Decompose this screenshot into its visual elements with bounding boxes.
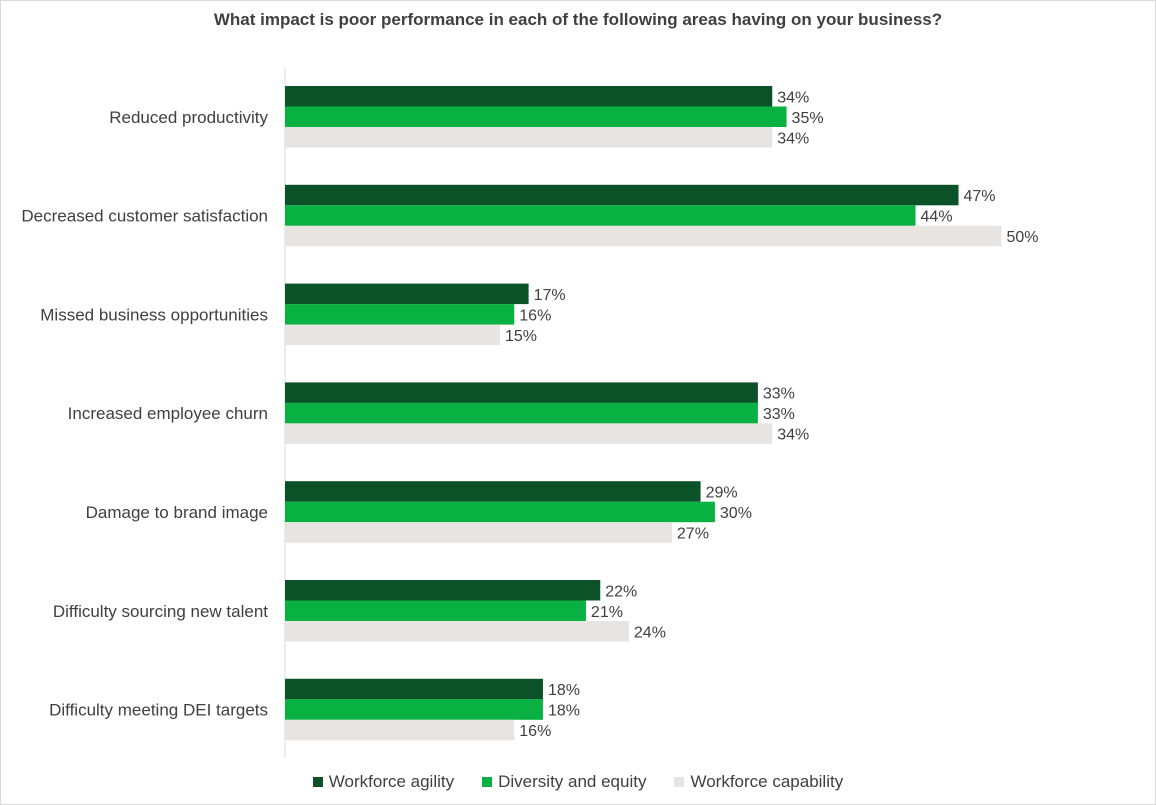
bar (285, 225, 1002, 247)
category-label: Difficulty meeting DEI targets (49, 701, 268, 720)
bar (285, 402, 758, 424)
data-label: 21% (591, 604, 623, 621)
bar (285, 127, 773, 148)
data-label: 15% (505, 328, 537, 345)
bar (285, 699, 543, 720)
data-label: 16% (519, 723, 551, 740)
legend: Workforce agility Diversity and equity Wor… (0, 772, 1156, 792)
bar (285, 719, 515, 741)
data-label: 47% (964, 188, 996, 205)
bar (285, 86, 773, 107)
bar (285, 304, 515, 325)
category-label: Missed business opportunities (40, 305, 268, 324)
category-label: Reduced productivity (109, 108, 268, 127)
bar (285, 522, 672, 543)
legend-label: Workforce capability (690, 772, 844, 791)
legend-swatch (674, 777, 685, 787)
data-label: 24% (634, 624, 666, 641)
bar (285, 423, 773, 444)
bar (285, 205, 916, 226)
legend-swatch (312, 777, 323, 787)
data-label: 18% (548, 703, 580, 720)
category-label: Decreased customer satisfaction (21, 207, 268, 226)
bar (285, 580, 601, 601)
legend-label: Workforce agility (328, 772, 455, 791)
data-label: 34% (777, 89, 809, 106)
bars-group (285, 86, 1002, 741)
legend-label: Diversity and equity (498, 772, 647, 791)
legend-item: Diversity and equity (482, 772, 646, 792)
data-label: 44% (921, 209, 953, 226)
legend-item: Workforce capability (674, 772, 843, 792)
legend-swatch (482, 777, 493, 787)
legend-item: Workforce agility (312, 772, 455, 792)
category-label: Difficulty sourcing new talent (53, 602, 268, 621)
bar (285, 600, 586, 621)
data-label: 18% (548, 682, 580, 699)
data-label: 35% (792, 110, 824, 127)
data-label: 29% (706, 484, 738, 501)
data-label: 30% (720, 505, 752, 522)
data-label: 22% (605, 583, 637, 600)
bar (285, 481, 701, 502)
bar (285, 678, 543, 700)
data-label: 16% (519, 307, 551, 324)
data-label: 27% (677, 525, 709, 542)
value-labels: 34% 35% 34% 47% 44% 50% 17% 16% 15% 33% 33% 34% 29% 3… (505, 89, 1039, 740)
bar (285, 106, 787, 127)
data-label: 17% (534, 287, 566, 304)
chart-title: What impact is poor performance in each … (213, 10, 943, 29)
category-label: Damage to brand image (86, 503, 268, 522)
data-label: 34% (777, 130, 809, 147)
data-label: 33% (763, 386, 795, 403)
bar (285, 382, 758, 403)
category-labels: Reduced productivity Decreased customer s… (21, 108, 268, 720)
bar (285, 501, 715, 523)
data-label: 33% (763, 406, 795, 423)
bar (285, 283, 529, 305)
bar (285, 324, 500, 346)
bar (285, 184, 959, 206)
data-label: 34% (777, 427, 809, 444)
data-label: 50% (1007, 229, 1039, 246)
bar (285, 621, 629, 642)
category-label: Increased employee churn (68, 404, 268, 423)
